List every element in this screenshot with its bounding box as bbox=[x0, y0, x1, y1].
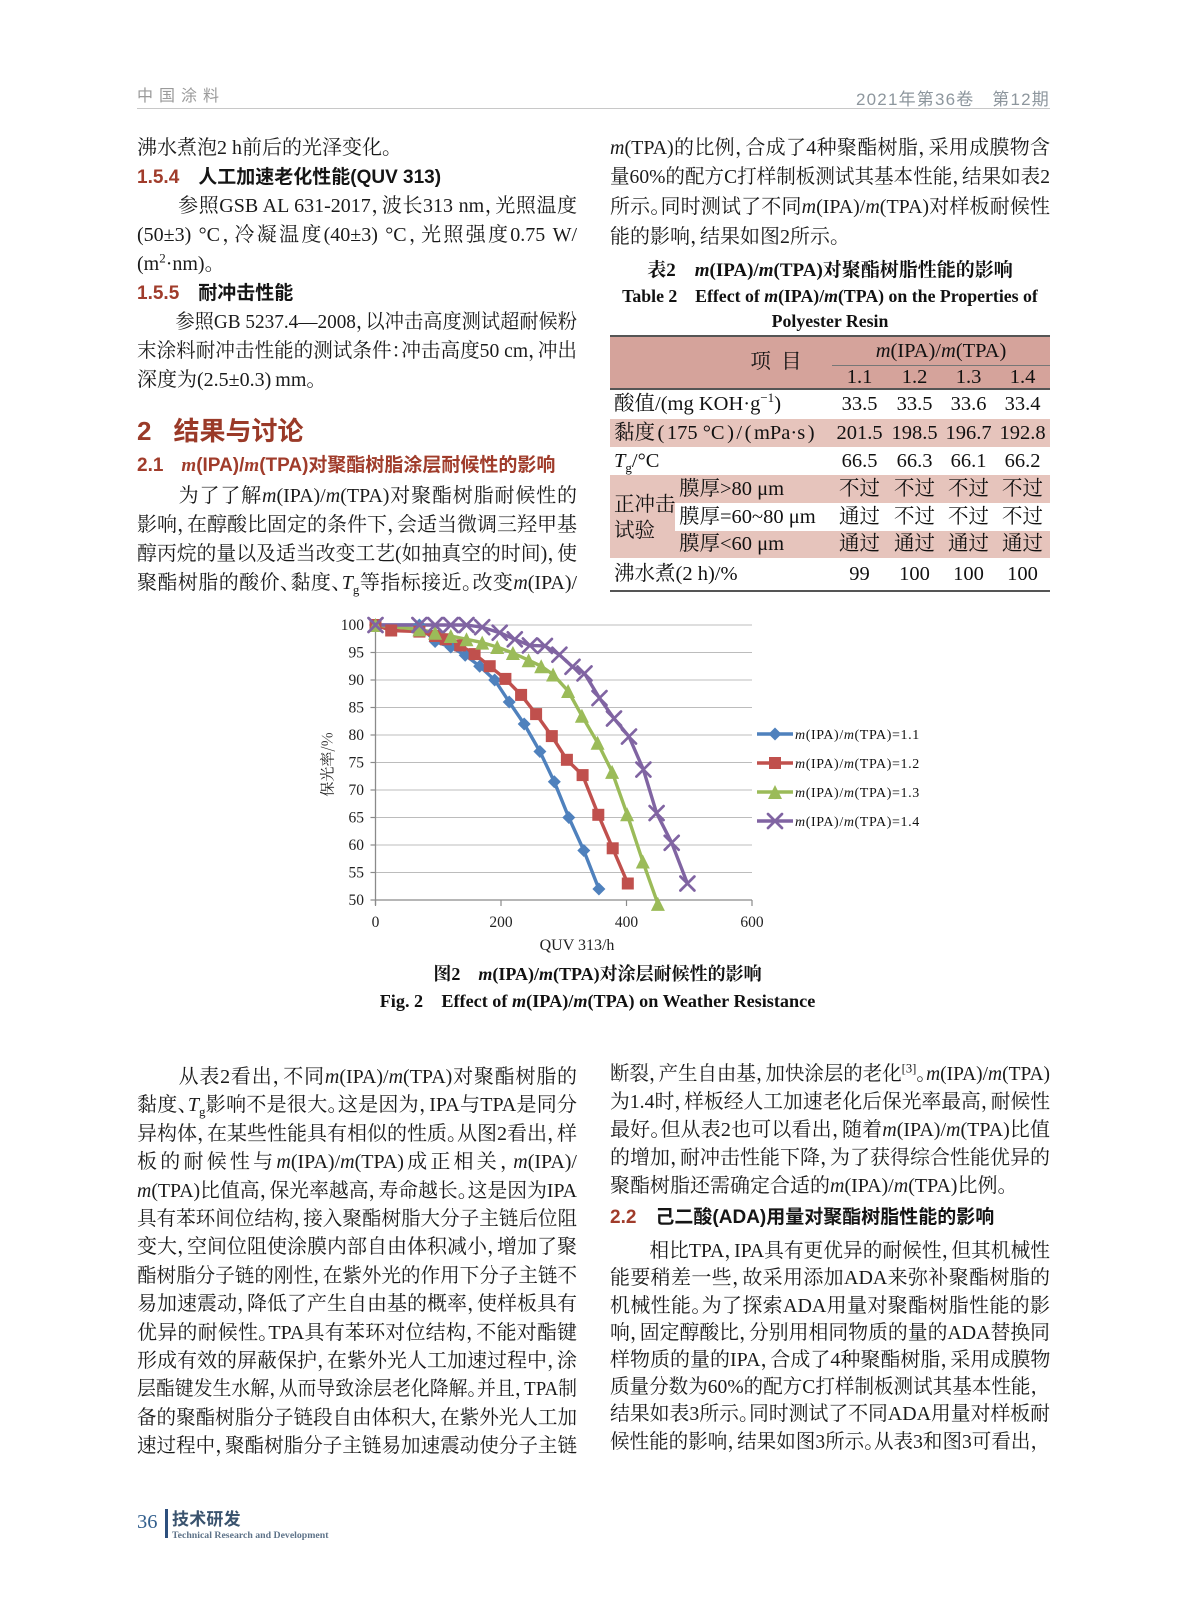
svg-text:0: 0 bbox=[372, 914, 380, 931]
svg-text:保光率/%: 保光率/% bbox=[317, 732, 338, 796]
svg-text:60: 60 bbox=[349, 837, 365, 854]
svg-text:QUV 313/h: QUV 313/h bbox=[540, 937, 615, 954]
svg-text:50: 50 bbox=[349, 892, 365, 909]
svg-text:65: 65 bbox=[349, 809, 365, 826]
svg-text:85: 85 bbox=[349, 699, 365, 716]
svg-text:100: 100 bbox=[341, 617, 365, 634]
svg-text:600: 600 bbox=[740, 914, 764, 931]
svg-text:400: 400 bbox=[615, 914, 639, 931]
svg-text:70: 70 bbox=[349, 782, 365, 799]
svg-text:m(IPA)/m(TPA)=1.4: m(IPA)/m(TPA)=1.4 bbox=[795, 815, 920, 830]
svg-text:95: 95 bbox=[349, 644, 365, 661]
svg-text:55: 55 bbox=[349, 864, 365, 881]
svg-text:90: 90 bbox=[349, 672, 365, 689]
svg-text:m(IPA)/m(TPA)=1.3: m(IPA)/m(TPA)=1.3 bbox=[795, 786, 920, 801]
svg-text:80: 80 bbox=[349, 727, 365, 744]
svg-text:75: 75 bbox=[349, 754, 365, 771]
svg-text:200: 200 bbox=[489, 914, 513, 931]
svg-text:m(IPA)/m(TPA)=1.2: m(IPA)/m(TPA)=1.2 bbox=[795, 757, 920, 772]
svg-text:m(IPA)/m(TPA)=1.1: m(IPA)/m(TPA)=1.1 bbox=[795, 728, 920, 743]
